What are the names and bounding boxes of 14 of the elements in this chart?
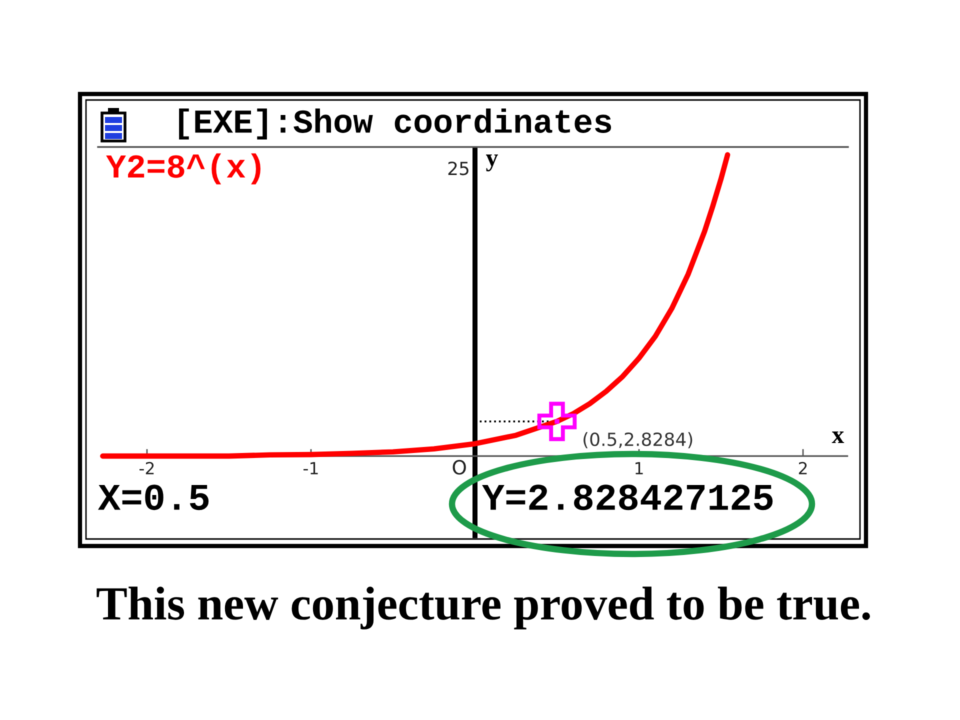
x-tick-label: -1 xyxy=(304,462,318,474)
y-axis-title: y xyxy=(486,154,498,172)
chart-title: [EXE]:Show coordinates xyxy=(179,108,612,140)
x-tick-label: -2 xyxy=(139,462,154,474)
x-axis-title: x xyxy=(832,432,844,444)
x-tick-label: 1 xyxy=(636,462,643,474)
text: X=0.5 xyxy=(98,484,209,510)
x-tick-label: 2 xyxy=(798,462,807,474)
annotation: (0.5,2.8284) xyxy=(584,432,692,448)
text: Y=2.828427125 xyxy=(482,484,773,510)
annotation: 25 xyxy=(448,162,468,176)
text: Y2=8^(x) xyxy=(106,153,260,184)
text: This new conjecture proved to be true. xyxy=(96,586,870,630)
text: O xyxy=(452,460,466,475)
